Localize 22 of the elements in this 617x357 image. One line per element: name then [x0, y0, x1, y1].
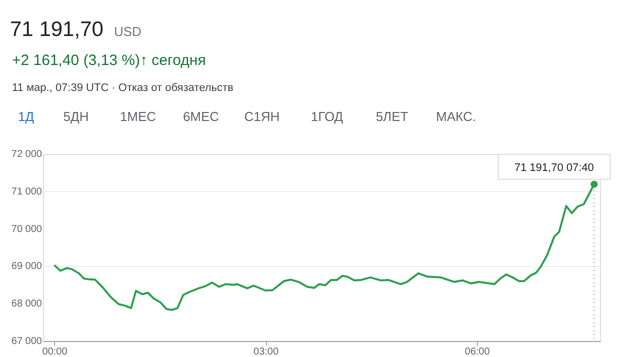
text: С1ЯН: [244, 109, 280, 124]
text: 1Д: [18, 109, 34, 124]
text: 1МЕС: [120, 109, 156, 124]
y-tick-label: 70 000: [11, 224, 42, 235]
x-tick-label: 03:00: [254, 346, 279, 357]
text: 5ДН: [63, 109, 89, 124]
text: 1ГОД: [310, 109, 344, 124]
chart-title: 71 191,70: [10, 18, 104, 41]
y-tick-label: 67 000: [11, 336, 42, 347]
y-tick-label: 71 000: [11, 186, 42, 198]
text: 5ЛЕТ: [376, 109, 408, 124]
x-tick-label: 00:00: [42, 346, 68, 357]
text: МАКС.: [436, 109, 476, 124]
chart-subtitle: +2 161,40 (3,13 %)↑ сегодня: [12, 52, 206, 69]
text: USD: [114, 24, 142, 39]
y-tick-label: 68 000: [11, 298, 42, 310]
text: 11 мар., 07:39 UTC · Отказ от обязательств: [12, 82, 234, 94]
text: 6МЕС: [182, 109, 220, 124]
y-tick-label: 72 000: [11, 149, 42, 160]
x-tick-label: 06:00: [464, 346, 490, 357]
annotation: 71 191,70 07:40: [514, 162, 594, 174]
y-tick-label: 69 000: [11, 261, 42, 272]
